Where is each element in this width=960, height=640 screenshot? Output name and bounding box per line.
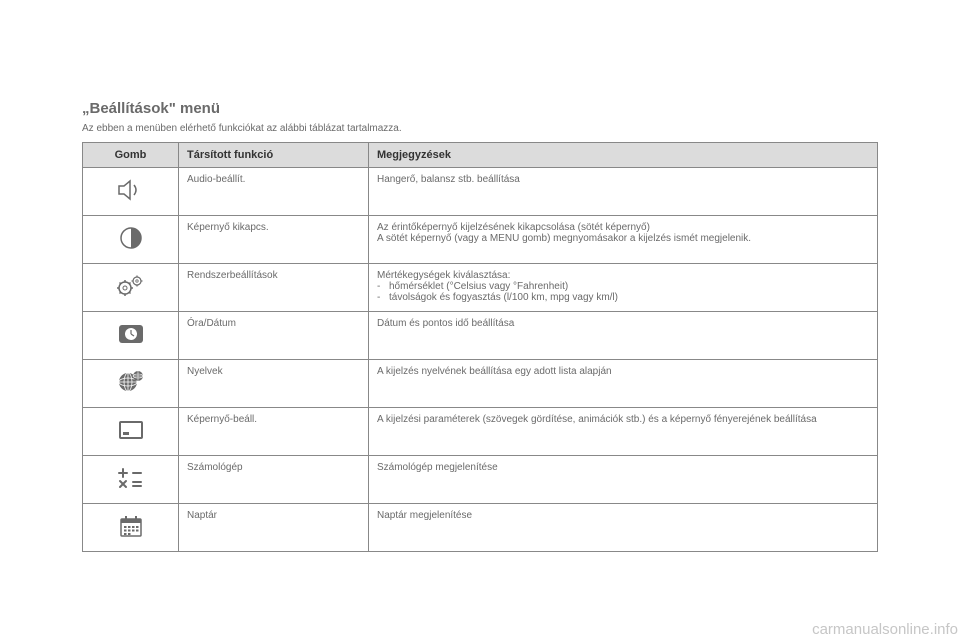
cell-function: Képernyő-beáll. — [179, 408, 369, 456]
cell-function: Képernyő kikapcs. — [179, 216, 369, 264]
cell-icon — [83, 312, 179, 360]
cell-notes: Naptár megjelenítése — [369, 504, 878, 552]
table-row: Számológép Számológép megjelenítése — [83, 456, 878, 504]
notes-list-item: távolságok és fogyasztás (l/100 km, mpg … — [377, 292, 869, 303]
cell-function: Óra/Dátum — [179, 312, 369, 360]
calculator-icon — [117, 467, 145, 492]
cell-function: Rendszerbeállítások — [179, 264, 369, 312]
cell-icon — [83, 456, 179, 504]
page-content: „Beállítások" menü Az ebben a menüben el… — [82, 100, 878, 552]
gears-icon — [116, 274, 146, 301]
notes-line2: A sötét képernyő (vagy a MENU gomb) megn… — [377, 233, 869, 244]
notes-intro: Mértékegységek kiválasztása: — [377, 270, 869, 281]
cell-notes: A kijelzési paraméterek (szövegek gördít… — [369, 408, 878, 456]
notes-list-item: hőmérséklet (°Celsius vagy °Fahrenheit) — [377, 281, 869, 292]
cell-function: Audio-beállít. — [179, 168, 369, 216]
notes-line1: Az érintőképernyő kijelzésének kikapcsol… — [377, 222, 869, 233]
menu-title: „Beállítások" menü — [82, 100, 878, 117]
cell-icon — [83, 264, 179, 312]
calendar-icon — [118, 514, 144, 541]
screen-icon — [117, 419, 145, 444]
table-header-row: Gomb Társított funkció Megjegyzések — [83, 143, 878, 168]
cell-function: Naptár — [179, 504, 369, 552]
cell-icon — [83, 360, 179, 408]
table-row: Képernyő-beáll. A kijelzési paraméterek … — [83, 408, 878, 456]
cell-function: Nyelvek — [179, 360, 369, 408]
cell-icon — [83, 168, 179, 216]
globe-icon — [116, 370, 146, 397]
table-row: Rendszerbeállítások Mértékegységek kivál… — [83, 264, 878, 312]
menu-subtitle: Az ebben a menüben elérhető funkciókat a… — [82, 123, 878, 134]
cell-icon — [83, 408, 179, 456]
table-row: Óra/Dátum Dátum és pontos idő beállítása — [83, 312, 878, 360]
table-row: Képernyő kikapcs. Az érintőképernyő kije… — [83, 216, 878, 264]
cell-function: Számológép — [179, 456, 369, 504]
header-function: Társított funkció — [179, 143, 369, 168]
speaker-icon — [117, 179, 145, 204]
contrast-icon — [119, 226, 143, 253]
cell-icon — [83, 504, 179, 552]
watermark: carmanualsonline.info — [812, 621, 958, 638]
header-notes: Megjegyzések — [369, 143, 878, 168]
clock-icon — [117, 323, 145, 348]
cell-notes: Számológép megjelenítése — [369, 456, 878, 504]
notes-list: hőmérséklet (°Celsius vagy °Fahrenheit) … — [377, 281, 869, 303]
cell-icon — [83, 216, 179, 264]
cell-notes: Hangerő, balansz stb. beállítása — [369, 168, 878, 216]
table-row: Naptár Naptár megjelenítése — [83, 504, 878, 552]
settings-table: Gomb Társított funkció Megjegyzések Audi… — [82, 142, 878, 552]
table-row: Audio-beállít. Hangerő, balansz stb. beá… — [83, 168, 878, 216]
table-row: Nyelvek A kijelzés nyelvének beállítása … — [83, 360, 878, 408]
header-button: Gomb — [83, 143, 179, 168]
cell-notes: Mértékegységek kiválasztása: hőmérséklet… — [369, 264, 878, 312]
cell-notes: Dátum és pontos idő beállítása — [369, 312, 878, 360]
cell-notes: A kijelzés nyelvének beállítása egy adot… — [369, 360, 878, 408]
cell-notes: Az érintőképernyő kijelzésének kikapcsol… — [369, 216, 878, 264]
